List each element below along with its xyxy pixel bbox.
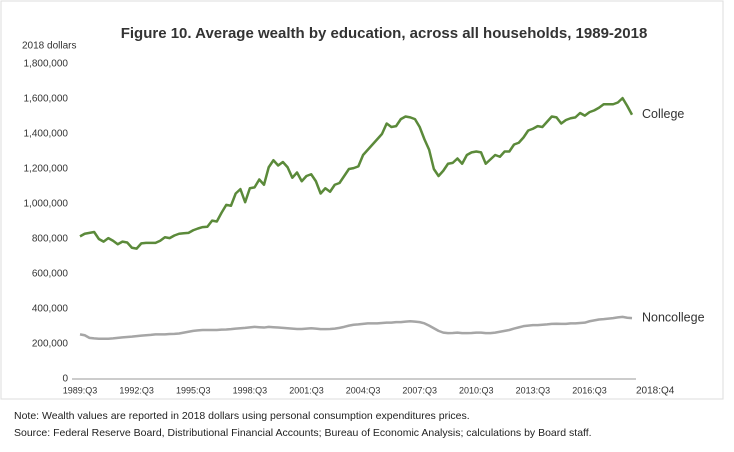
x-tick-label: 1992:Q3 <box>119 385 154 395</box>
series-label: Noncollege <box>642 310 705 324</box>
x-tick-label: 2013:Q3 <box>516 385 551 395</box>
x-tick-label: 1998:Q3 <box>233 385 268 395</box>
y-tick-label: 600,000 <box>32 269 69 280</box>
y-tick-label: 1,200,000 <box>24 164 69 175</box>
y-tick-label: 0 <box>62 374 68 385</box>
x-tick-label: 2004:Q3 <box>346 385 381 395</box>
source: Source: Federal Reserve Board, Distribut… <box>14 427 592 439</box>
y-tick-label: 1,800,000 <box>24 59 69 70</box>
y-tick-label: 400,000 <box>32 304 69 315</box>
series-label: College <box>642 107 684 121</box>
x-tick-label: 2001:Q3 <box>289 385 324 395</box>
x-tick-label: 2018:Q4 <box>636 386 675 397</box>
y-tick-label: 1,400,000 <box>24 129 69 140</box>
y-tick-label: 200,000 <box>32 339 69 350</box>
x-tick-label: 2010:Q3 <box>459 385 494 395</box>
y-tick-label: 1,000,000 <box>24 199 69 210</box>
chart-frame <box>0 0 724 400</box>
y-axis-label: 2018 dollars <box>22 41 76 52</box>
series-line <box>79 96 634 250</box>
x-tick-label: 2007:Q3 <box>402 385 437 395</box>
series-line <box>79 315 633 340</box>
x-tick-label: 1995:Q3 <box>176 385 211 395</box>
chart-title: Figure 10. Average wealth by education, … <box>121 25 648 42</box>
x-tick-label: 2016:Q3 <box>572 385 607 395</box>
y-tick-label: 1,600,000 <box>24 94 69 105</box>
x-tick-label: 1989:Q3 <box>63 385 98 395</box>
note: Note: Wealth values are reported in 2018… <box>14 410 470 422</box>
y-tick-label: 800,000 <box>32 234 69 245</box>
